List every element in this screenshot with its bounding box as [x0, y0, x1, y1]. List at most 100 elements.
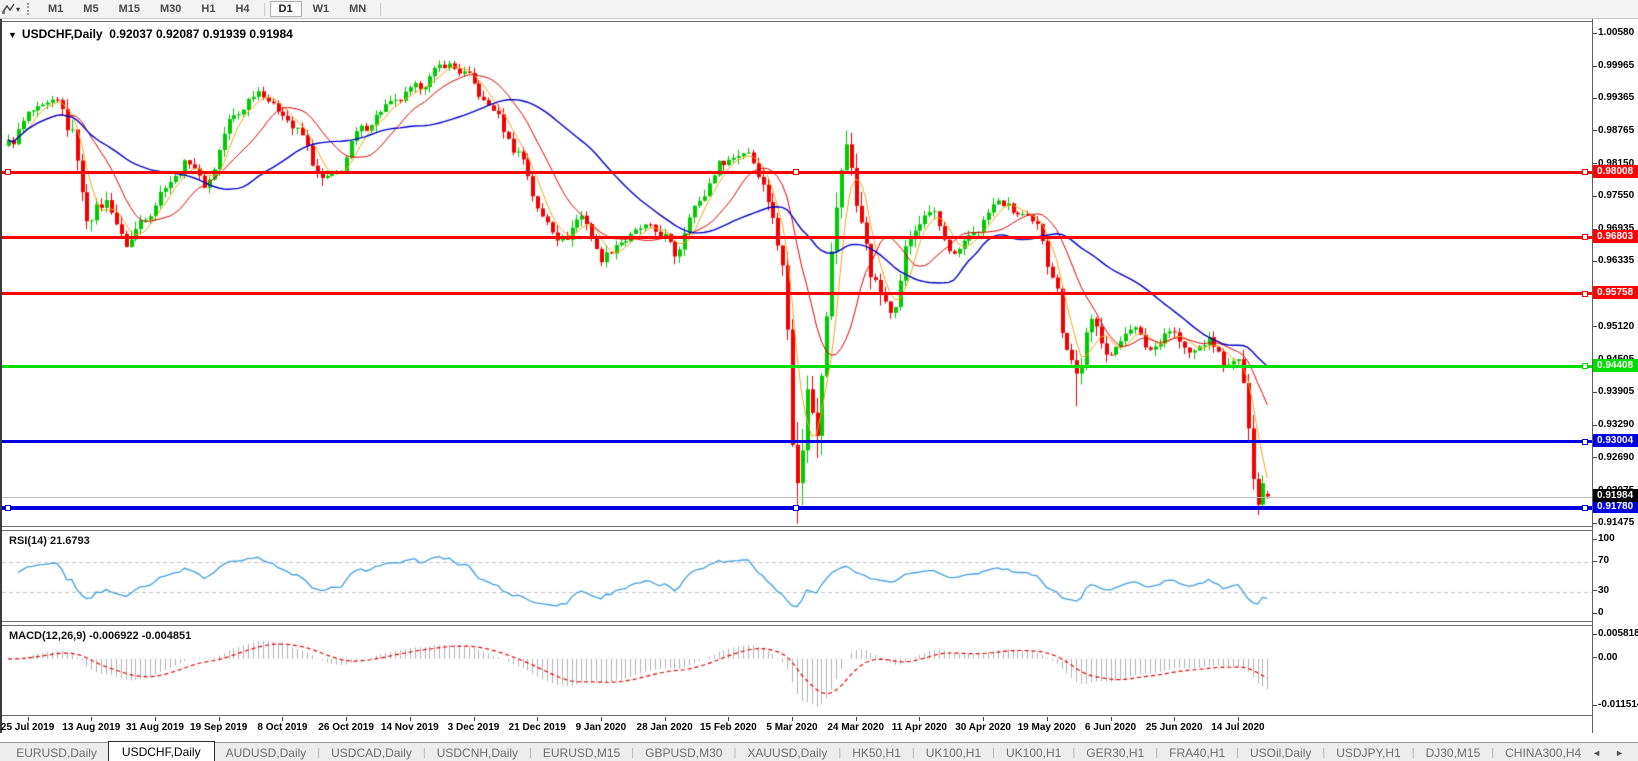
macd-values: -0.006922 -0.004851: [89, 630, 192, 642]
date-tick-label: 14 Nov 2019: [380, 722, 439, 733]
line-handle[interactable]: [5, 169, 11, 176]
macd-tick-mark: [1593, 704, 1597, 706]
price-line-badge: 0.95758: [1593, 286, 1638, 299]
chart-symbol-label: USDCHF,Daily: [21, 27, 103, 41]
price-tick-mark: [1593, 97, 1597, 99]
line-handle[interactable]: [793, 504, 799, 511]
date-tick-mark: [983, 717, 985, 721]
chart-tab-china300-h4[interactable]: CHINA300,H4: [1505, 745, 1582, 760]
tab-scroll-left-icon[interactable]: ◄: [1592, 747, 1602, 758]
chart-tab-xauusd-daily[interactable]: XAUUSD,Daily: [747, 745, 828, 760]
price-tick-mark: [1593, 65, 1597, 67]
chart-tab-dj30-m15[interactable]: DJ30,M15: [1425, 745, 1481, 760]
chevron-down-icon[interactable]: ▾: [16, 4, 21, 14]
chart-tab-eurusd-m15[interactable]: EURUSD,M15: [542, 745, 621, 760]
date-tick-label: 15 Feb 2020: [699, 722, 757, 733]
date-tick-mark: [282, 717, 284, 721]
rsi-tick-label: 70: [1598, 555, 1610, 567]
rsi-tick-label: 30: [1598, 584, 1610, 596]
chart-tab-usdcnh-daily[interactable]: USDCNH,Daily: [436, 745, 519, 760]
chart-tab-usdcad-daily[interactable]: USDCAD,Daily: [331, 745, 412, 760]
timeframe-button-m1[interactable]: M1: [48, 3, 64, 15]
tab-separator: |: [1236, 746, 1240, 759]
timeframe-button-d1[interactable]: D1: [269, 1, 302, 17]
timeframe-button-mn[interactable]: MN: [349, 3, 367, 15]
price-tick-mark: [1593, 326, 1597, 328]
line-handle[interactable]: [1582, 290, 1588, 297]
price-axis[interactable]: 1.00580 0.99965 0.99365 0.98765 0.98150 0.975…: [1592, 19, 1638, 733]
timeframe-button-m15[interactable]: M15: [118, 3, 140, 15]
chart-tab-uk100-h1[interactable]: UK100,H1: [925, 745, 982, 760]
date-tick-label: 26 Oct 2019: [318, 722, 374, 733]
chart-tab-hk50-h1[interactable]: HK50,H1: [852, 745, 901, 760]
horizontal-line-0.95758[interactable]: [2, 292, 1592, 295]
current-price-line: [2, 496, 1592, 498]
date-tick-mark: [792, 717, 793, 721]
macd-panel[interactable]: MACD(12,26,9) -0.006922 -0.004851: [2, 625, 1592, 716]
drawing-tool-icon[interactable]: [2, 3, 15, 15]
rsi-tick-mark: [1593, 612, 1597, 614]
timeframe-button-m5[interactable]: M5: [83, 3, 99, 15]
rsi-canvas[interactable]: [2, 531, 1592, 621]
chart-tab-bar: EURUSD,Daily USDCHF,Daily AUDUSD,Daily | USD…: [0, 740, 1638, 761]
rsi-tick-mark: [1593, 538, 1597, 540]
candlestick-canvas[interactable]: [2, 22, 1592, 526]
price-tick-label: 0.99965: [1598, 60, 1635, 72]
chart-tab-audusd-daily[interactable]: AUDUSD,Daily: [225, 745, 307, 760]
macd-canvas[interactable]: [2, 626, 1592, 715]
chart-tab-usoil-daily[interactable]: USOil,Daily: [1250, 745, 1312, 760]
horizontal-line-0.93004[interactable]: [2, 440, 1592, 444]
chart-tab-gbpusd-m30[interactable]: GBPUSD,M30: [645, 745, 723, 760]
macd-tick-label: -0.011514: [1598, 699, 1638, 710]
date-tick-mark: [1110, 717, 1112, 721]
chart-tab-ger30-h1[interactable]: GER30,H1: [1086, 745, 1145, 760]
tab-separator: |: [1072, 746, 1076, 759]
current-price-badge: 0.91984: [1593, 489, 1638, 503]
line-handle[interactable]: [1582, 504, 1588, 511]
date-tick-label: 25 Jul 2019: [0, 722, 55, 733]
horizontal-line-0.94408[interactable]: [2, 364, 1592, 368]
chart-tab-eurusd-daily[interactable]: EURUSD,Daily: [16, 745, 97, 760]
tab-separator: |: [838, 746, 842, 759]
horizontal-line-0.96803[interactable]: [2, 235, 1592, 239]
main-chart-panel[interactable]: ▼ USDCHF,Daily 0.92037 0.92087 0.91939 0.…: [2, 21, 1592, 527]
price-tick-label: 0.99365: [1598, 92, 1635, 104]
line-handle[interactable]: [793, 169, 799, 176]
rsi-label: RSI(14) 21.6793: [9, 535, 90, 547]
date-tick-mark: [27, 717, 29, 721]
date-tick-label: 21 Dec 2019: [508, 722, 566, 733]
toolbar-grip[interactable]: [27, 3, 32, 15]
timeframe-button-w1[interactable]: W1: [312, 3, 330, 15]
timeframe-button-h4[interactable]: H4: [235, 3, 250, 15]
price-tick-mark: [1593, 457, 1597, 459]
line-handle[interactable]: [1582, 438, 1588, 445]
tab-scroll-right-icon[interactable]: ►: [1615, 747, 1624, 758]
timeframe-button-m30[interactable]: M30: [159, 3, 182, 15]
line-handle[interactable]: [1582, 169, 1588, 176]
tab-separator: |: [422, 746, 426, 759]
price-line-badge: 0.98008: [1593, 164, 1638, 178]
collapse-chart-icon[interactable]: ▼: [8, 30, 17, 40]
date-tick-label: 30 Apr 2020: [955, 722, 1011, 733]
timeframe-button-h1[interactable]: H1: [201, 3, 216, 15]
price-tick-label: 0.96335: [1598, 255, 1635, 267]
date-axis[interactable]: 25 Jul 2019 13 Aug 2019 31 Aug 2019 19 Sep …: [0, 717, 1592, 733]
line-handle[interactable]: [5, 504, 11, 511]
tab-separator: |: [992, 746, 995, 759]
date-tick-mark: [537, 717, 539, 721]
date-tick-mark: [218, 717, 220, 721]
chart-tab-usdchf-daily[interactable]: USDCHF,Daily: [107, 740, 215, 761]
date-tick-mark: [728, 717, 730, 721]
chart-tab-usdjpy-h1[interactable]: USDJPY,H1: [1336, 745, 1401, 760]
line-handle[interactable]: [1582, 363, 1588, 370]
date-tick-label: 3 Dec 2019: [447, 722, 500, 733]
price-tick-label: 0.92690: [1598, 451, 1635, 463]
price-tick-mark: [1593, 130, 1597, 132]
rsi-panel[interactable]: RSI(14) 21.6793: [2, 530, 1592, 622]
date-tick-mark: [1046, 717, 1048, 721]
tab-separator: |: [1322, 746, 1326, 759]
chart-tab-fra40-h1[interactable]: FRA40,H1: [1169, 745, 1226, 760]
chart-tab-uk100-h1[interactable]: UK100,H1: [1006, 745, 1062, 760]
line-handle[interactable]: [1582, 234, 1588, 241]
